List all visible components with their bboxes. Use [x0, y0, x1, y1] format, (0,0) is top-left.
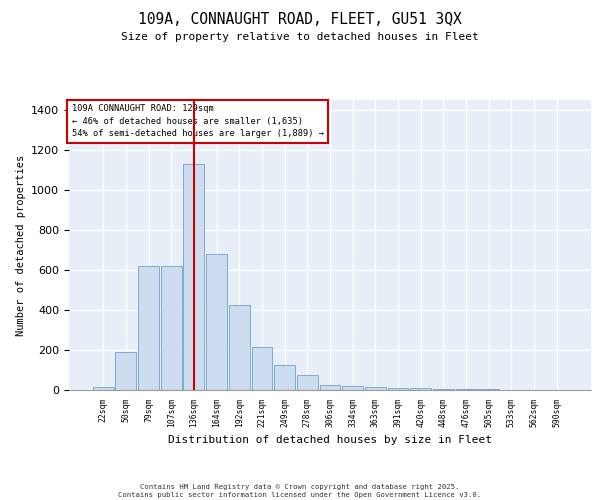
Bar — [433, 389, 454, 390]
Bar — [206, 254, 227, 390]
Text: Size of property relative to detached houses in Fleet: Size of property relative to detached ho… — [121, 32, 479, 42]
Text: 109A, CONNAUGHT ROAD, FLEET, GU51 3QX: 109A, CONNAUGHT ROAD, FLEET, GU51 3QX — [138, 12, 462, 28]
Bar — [410, 388, 431, 390]
Text: 109A CONNAUGHT ROAD: 129sqm
← 46% of detached houses are smaller (1,635)
54% of : 109A CONNAUGHT ROAD: 129sqm ← 46% of det… — [71, 104, 323, 138]
Text: Contains HM Land Registry data © Crown copyright and database right 2025.
Contai: Contains HM Land Registry data © Crown c… — [118, 484, 482, 498]
Bar — [138, 266, 159, 390]
Bar — [93, 387, 113, 390]
Y-axis label: Number of detached properties: Number of detached properties — [16, 154, 26, 336]
Bar — [115, 352, 136, 390]
Bar — [161, 266, 182, 390]
Bar — [455, 389, 476, 390]
Bar — [229, 305, 250, 390]
Bar — [184, 164, 205, 390]
Bar — [365, 387, 386, 390]
Bar — [388, 388, 409, 390]
X-axis label: Distribution of detached houses by size in Fleet: Distribution of detached houses by size … — [168, 435, 492, 445]
Bar — [320, 385, 340, 390]
Bar — [274, 365, 295, 390]
Bar — [251, 347, 272, 390]
Bar — [342, 386, 363, 390]
Bar — [297, 375, 318, 390]
